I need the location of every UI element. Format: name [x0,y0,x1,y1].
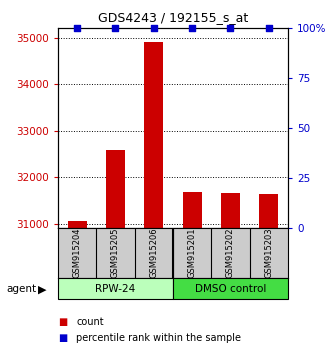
Text: GSM915203: GSM915203 [264,228,273,279]
Text: GSM915206: GSM915206 [149,228,158,279]
Text: percentile rank within the sample: percentile rank within the sample [76,333,241,343]
Point [74,25,80,31]
Point [151,25,157,31]
Title: GDS4243 / 192155_s_at: GDS4243 / 192155_s_at [98,11,248,24]
Bar [182,192,202,228]
Bar [259,194,278,228]
Text: RPW-24: RPW-24 [95,284,136,293]
Text: ■: ■ [58,317,67,327]
Text: ▶: ▶ [38,284,47,294]
Point [113,25,118,31]
Text: agent: agent [7,284,37,294]
Point [189,25,195,31]
Bar [106,150,125,228]
Bar [173,278,288,299]
Text: DMSO control: DMSO control [195,284,266,293]
Text: GSM915202: GSM915202 [226,228,235,278]
Bar [221,193,240,228]
Bar [58,278,173,299]
Text: ■: ■ [58,333,67,343]
Bar [68,221,87,228]
Bar [144,42,164,228]
Text: count: count [76,317,104,327]
Text: GSM915205: GSM915205 [111,228,120,278]
Text: GSM915204: GSM915204 [72,228,82,278]
Point [228,25,233,31]
Point [266,25,271,31]
Text: GSM915201: GSM915201 [188,228,197,278]
